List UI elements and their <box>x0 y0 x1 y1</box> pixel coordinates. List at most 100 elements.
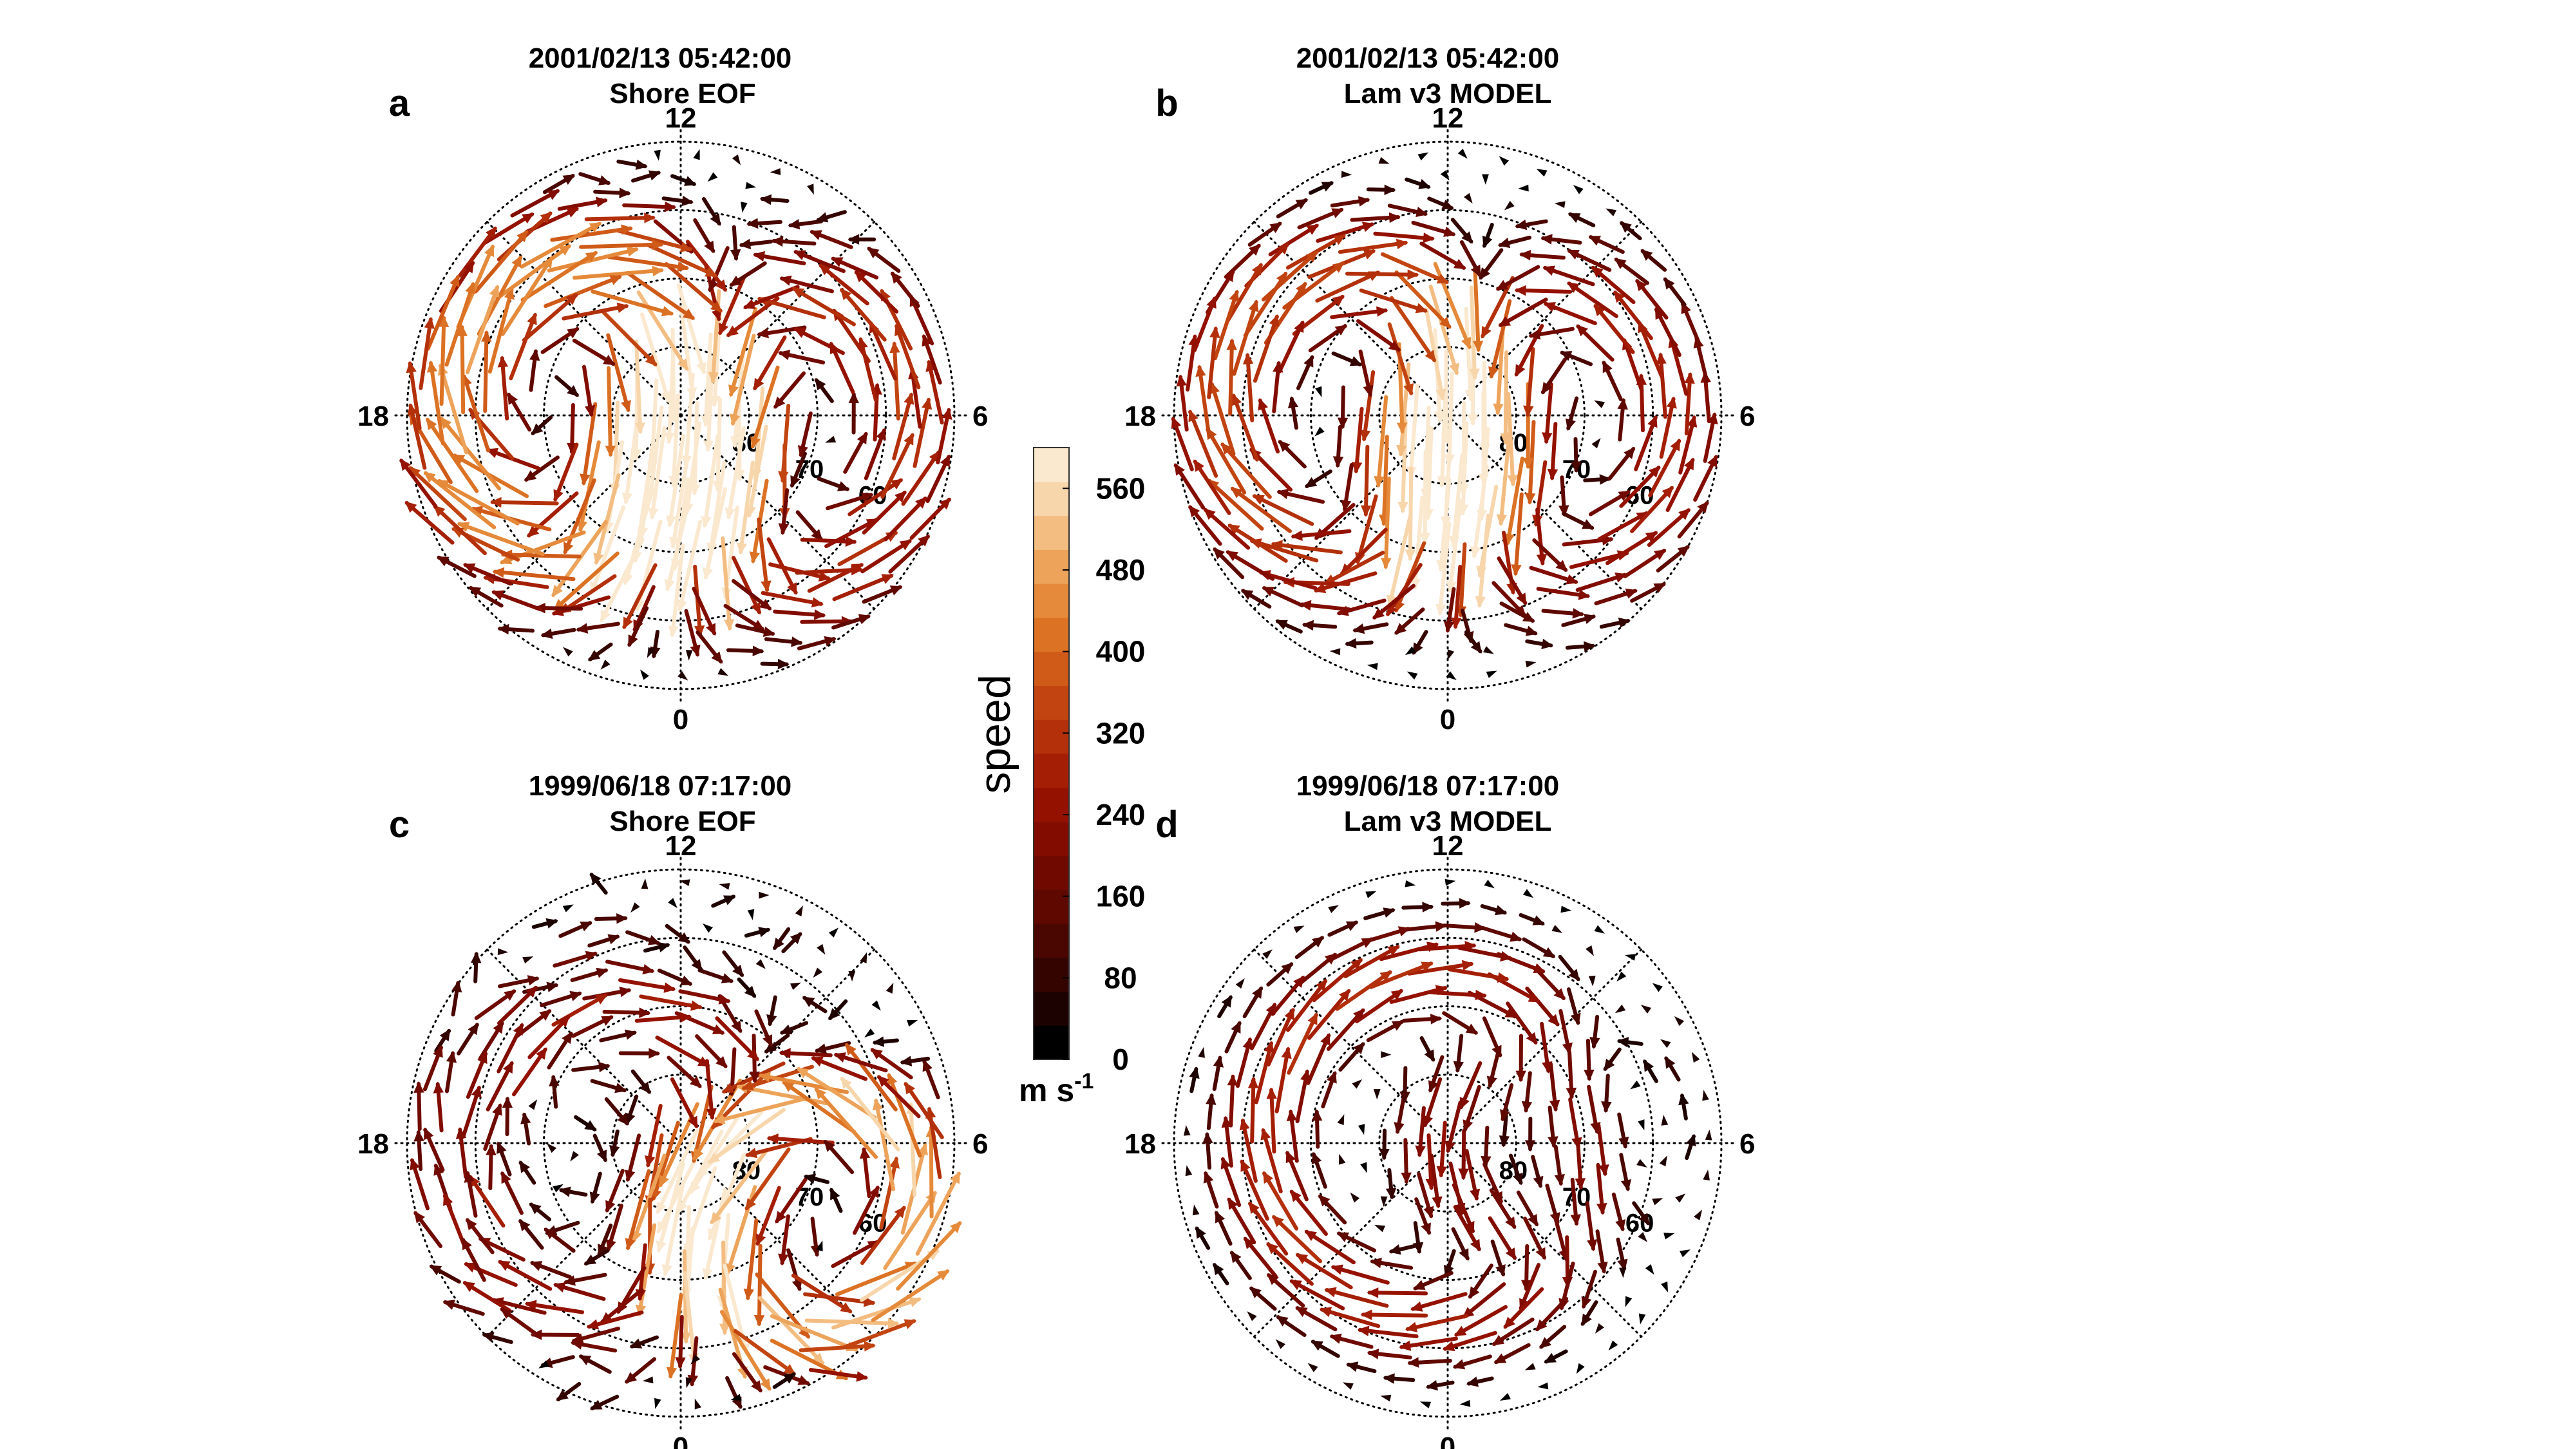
vector-arrow <box>1401 1138 1412 1184</box>
vector-arrow <box>1360 1309 1428 1320</box>
vector-arrow <box>1397 419 1408 514</box>
vector-arrow <box>656 1128 699 1215</box>
vector-arrow <box>1242 986 1264 1018</box>
vector-arrow <box>1659 1155 1667 1167</box>
vector-arrow <box>677 671 688 681</box>
vector-arrow <box>1203 1171 1219 1209</box>
polar-grid <box>1157 852 1739 1434</box>
vector-arrow <box>529 1202 552 1222</box>
vector-arrow <box>1567 249 1612 272</box>
vector-arrow <box>1558 954 1580 981</box>
vector-arrow <box>540 990 582 1008</box>
vector-arrow <box>1407 960 1474 976</box>
vector-arrow <box>1403 921 1448 932</box>
vector-arrow <box>870 1048 913 1080</box>
vector-arrow <box>707 172 718 182</box>
vector-arrow <box>1500 350 1511 445</box>
vector-arrow <box>1584 1038 1595 1081</box>
vector-arrow <box>593 187 631 198</box>
mlt-label-top: 12 <box>1432 830 1464 862</box>
vector-arrow <box>1226 338 1237 416</box>
vector-arrow <box>676 283 707 375</box>
vector-arrow <box>550 224 633 242</box>
vector-arrow <box>1482 174 1489 185</box>
vector-arrow <box>1488 1216 1517 1260</box>
vector-arrow <box>1424 307 1446 401</box>
vector-arrow <box>840 1077 900 1151</box>
vector-arrow <box>1380 1394 1392 1402</box>
panel-title: Lam v3 MODEL <box>1344 78 1552 109</box>
vector-arrow <box>1536 587 1591 600</box>
vector-arrow <box>647 647 655 658</box>
vector-arrow <box>625 1169 651 1251</box>
vector-arrow <box>1665 457 1695 512</box>
vector-arrow <box>451 980 462 1017</box>
vector-arrow <box>871 1000 881 1011</box>
vector-arrow <box>1677 501 1709 539</box>
vector-arrow <box>625 270 696 320</box>
vector-arrow <box>1535 507 1548 566</box>
vector-arrow <box>1351 406 1364 474</box>
vector-arrow <box>778 1214 790 1266</box>
vector-arrow <box>788 219 824 230</box>
vector-arrow <box>710 1148 769 1224</box>
vector-arrow <box>892 392 914 460</box>
vector-arrow <box>755 959 766 969</box>
vector-arrow <box>1499 1114 1510 1148</box>
vector-arrow <box>1511 492 1524 576</box>
vector-arrow <box>831 1296 922 1330</box>
vector-arrow <box>407 403 427 470</box>
vector-arrow <box>750 386 765 481</box>
vector-arrow <box>1321 1071 1337 1109</box>
vector-arrow <box>1454 1305 1508 1337</box>
velocity-vectors <box>1171 148 1718 681</box>
vector-arrow <box>1588 489 1631 516</box>
vector-arrow <box>1576 1363 1585 1374</box>
vector-arrow <box>1703 1170 1710 1180</box>
vector-arrow <box>1442 1011 1479 1035</box>
vector-arrow <box>1589 1014 1600 1049</box>
vector-arrow <box>1213 547 1245 580</box>
vector-arrow <box>907 1019 918 1027</box>
vector-arrow <box>829 1188 843 1213</box>
vector-arrow <box>766 995 777 1027</box>
vector-arrow <box>1684 372 1695 436</box>
vector-arrow <box>707 1153 746 1241</box>
vector-arrow <box>410 1157 430 1211</box>
mlt-label-top: 12 <box>665 102 697 134</box>
vector-arrow <box>807 184 814 195</box>
vector-arrow <box>823 1139 855 1175</box>
vector-arrow <box>591 289 674 317</box>
vector-arrow <box>1383 1373 1416 1384</box>
vector-arrow <box>1243 1236 1278 1278</box>
vector-arrow <box>884 497 927 542</box>
vector-arrow <box>419 317 435 390</box>
vector-arrow <box>913 397 933 468</box>
vector-arrow <box>1536 169 1548 177</box>
vector-arrow <box>496 1141 512 1177</box>
panel-datetime: 2001/02/13 05:42:00 <box>529 43 792 74</box>
vector-arrow <box>1499 601 1535 623</box>
vector-arrow <box>589 873 608 895</box>
vector-arrow <box>1450 218 1473 244</box>
vector-arrow <box>668 393 680 488</box>
vector-arrow <box>502 1096 513 1137</box>
vector-arrow <box>766 1133 835 1145</box>
vector-arrow <box>1602 360 1623 401</box>
vector-arrow <box>1389 985 1448 1004</box>
colorbar-swatch <box>1034 957 1069 992</box>
vector-arrow <box>807 563 864 593</box>
vector-arrow <box>1547 422 1558 481</box>
vector-arrow <box>1525 660 1537 668</box>
vector-arrow <box>1248 1201 1289 1256</box>
vector-arrow <box>1516 1190 1539 1227</box>
vector-arrow <box>1414 1197 1432 1235</box>
vector-arrow <box>1504 200 1515 211</box>
vector-arrow <box>455 1127 468 1179</box>
vector-arrow <box>576 621 620 634</box>
vector-arrow <box>781 932 802 954</box>
vector-arrow <box>1252 494 1314 526</box>
vector-arrow <box>1444 1101 1463 1153</box>
vector-arrow <box>1541 608 1584 619</box>
